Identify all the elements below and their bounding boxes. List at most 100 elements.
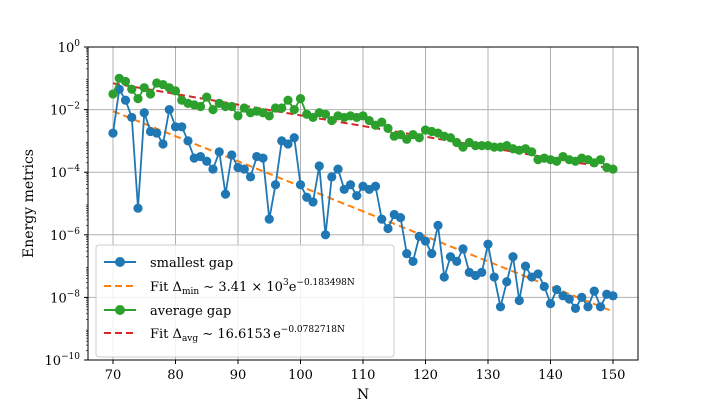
data-point (420, 236, 431, 246)
x-tick-label: 70 (105, 368, 122, 383)
data-point (264, 111, 274, 121)
y-tick-label: 10−6 (50, 227, 80, 244)
data-point (208, 105, 218, 115)
data-point (383, 223, 393, 234)
y-tick-base: 10 (44, 354, 61, 369)
data-point (214, 147, 224, 157)
data-point (427, 248, 437, 259)
data-point (289, 105, 299, 115)
data-point (514, 295, 524, 306)
x-tick-label: 120 (413, 368, 438, 383)
data-point (289, 133, 299, 143)
x-tick-label: 110 (351, 368, 376, 383)
data-point (608, 164, 618, 174)
data-point (277, 103, 287, 113)
legend-fit-avg-label: Fit Δavg ∼ 16.6153 e−0.0782718N (150, 325, 345, 344)
y-tick-base: 10 (50, 166, 67, 181)
legend: smallest gap Fit Δmin ∼ 3.41 × 103e−0.18… (95, 244, 395, 358)
data-point (352, 191, 362, 201)
x-tick-label: 140 (538, 368, 563, 383)
data-point (202, 92, 212, 102)
axis-ticks: 70 80 90 100 110 120 130 140 15010010−210−410−61… (44, 39, 625, 383)
data-point (608, 291, 618, 301)
data-point (108, 89, 118, 99)
data-point (133, 94, 143, 104)
data-point (320, 109, 331, 119)
x-axis-label: N (357, 387, 369, 403)
fit-min-sub: min (182, 287, 199, 297)
data-point (308, 197, 318, 207)
data-point (127, 112, 137, 123)
legend-smallest-gap-marker (115, 257, 125, 267)
data-point (477, 267, 487, 277)
data-point (589, 286, 599, 296)
data-point (283, 95, 293, 105)
data-point (502, 277, 512, 287)
y-tick-exponent: −8 (67, 289, 81, 299)
data-point (552, 156, 562, 166)
legend-fit-min-label: Fit Δmin ∼ 3.41 × 103e−0.183498N (150, 278, 355, 297)
data-point (227, 150, 237, 160)
data-point (545, 299, 556, 309)
data-point (433, 220, 443, 231)
y-tick-base: 10 (50, 104, 67, 119)
y-tick-exponent: −4 (67, 164, 81, 174)
data-point (577, 292, 587, 302)
data-point (327, 115, 337, 126)
data-point (264, 214, 274, 224)
fit-min-sup: 3 (283, 278, 289, 288)
data-point (489, 272, 499, 282)
data-point (358, 111, 368, 121)
data-point (452, 137, 462, 148)
data-point (414, 231, 424, 241)
data-point (139, 83, 149, 93)
data-point (527, 147, 537, 157)
data-point (202, 156, 212, 166)
data-point (377, 117, 387, 127)
data-point (283, 139, 293, 149)
legend-box (95, 244, 395, 358)
fit-avg-exponent: −0.0782718N (281, 325, 345, 335)
y-tick-exponent: −10 (61, 352, 80, 362)
x-tick-label: 100 (288, 368, 313, 383)
data-point (145, 89, 156, 99)
data-point (402, 134, 412, 144)
data-point (395, 212, 406, 223)
legend-smallest-gap-label: smallest gap (150, 256, 233, 271)
fit-avg-mid: ∼ 16.6153 (198, 327, 271, 342)
data-point (408, 256, 418, 267)
x-tick-label: 90 (230, 368, 247, 383)
data-point (445, 133, 456, 143)
data-point (133, 203, 143, 213)
data-point (595, 302, 606, 312)
data-point (114, 84, 124, 94)
data-point (533, 269, 543, 279)
data-point (458, 244, 468, 254)
data-point (127, 84, 137, 94)
y-tick-label: 10−4 (50, 164, 80, 181)
data-point (483, 239, 493, 249)
data-point (383, 123, 393, 133)
data-point (195, 151, 206, 162)
data-point (333, 164, 343, 174)
data-point (458, 142, 468, 152)
y-tick-base: 10 (50, 291, 67, 306)
data-point (452, 256, 462, 267)
data-point (158, 139, 168, 149)
data-point (320, 230, 331, 240)
data-point (195, 101, 206, 112)
data-point (395, 130, 406, 140)
data-point (295, 94, 306, 104)
y-tick-exponent: −2 (67, 102, 80, 112)
y-tick-label: 10−10 (44, 352, 80, 369)
fit-line (112, 110, 614, 313)
data-point (402, 248, 412, 259)
data-point (564, 294, 574, 304)
data-point (220, 189, 231, 199)
data-point (508, 252, 518, 262)
data-point (414, 133, 424, 143)
data-point (495, 302, 506, 312)
fit-min-mid: ∼ 3.41 × 10 (199, 280, 283, 295)
y-tick-base: 10 (50, 229, 67, 244)
